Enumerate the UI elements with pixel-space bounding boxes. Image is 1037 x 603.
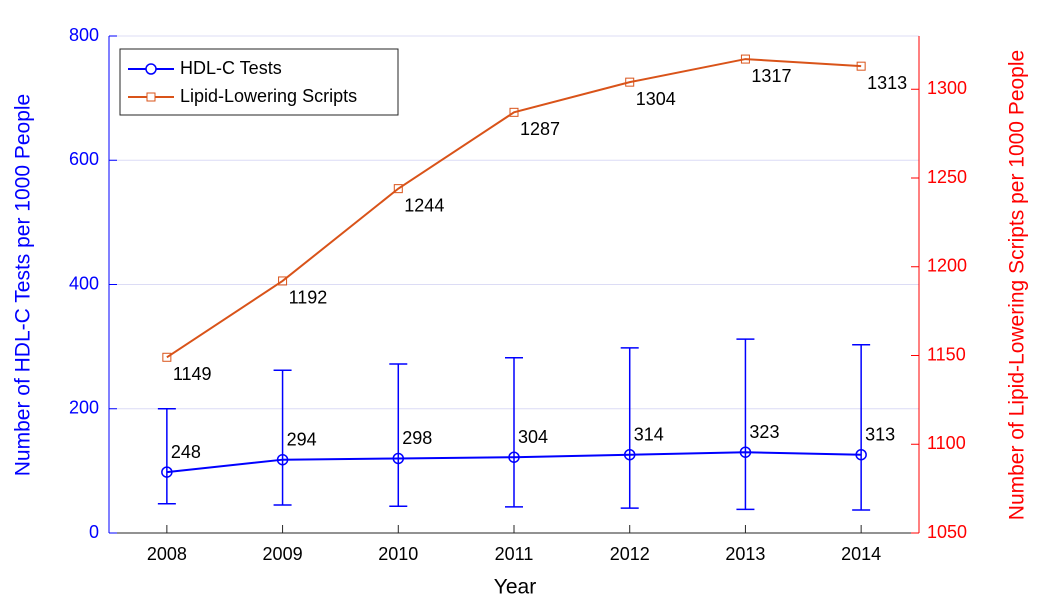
legend-label: HDL-C Tests bbox=[180, 58, 282, 78]
marker bbox=[392, 452, 405, 465]
marker bbox=[739, 446, 752, 458]
legend-marker bbox=[146, 92, 156, 102]
y2-tick-label: 1150 bbox=[927, 344, 966, 364]
data-label: 1192 bbox=[289, 288, 328, 308]
y-tick-label: 0 bbox=[89, 522, 99, 542]
x-tick-label: 2011 bbox=[495, 544, 534, 564]
x-tick-label: 2008 bbox=[147, 544, 187, 564]
marker bbox=[393, 184, 403, 194]
data-label: 1317 bbox=[751, 66, 791, 86]
x-tick-label: 2010 bbox=[378, 544, 418, 564]
series-line bbox=[166, 58, 862, 359]
data-label: 1287 bbox=[520, 119, 560, 139]
x-tick-label: 2014 bbox=[841, 544, 881, 564]
data-label: 314 bbox=[634, 424, 664, 444]
y2-tick-label: 1200 bbox=[927, 256, 967, 276]
data-label: 313 bbox=[865, 424, 895, 444]
marker bbox=[855, 448, 867, 461]
y-axis-label: Number of HDL-C Tests per 1000 People bbox=[12, 94, 35, 476]
y2-tick-label: 1300 bbox=[927, 78, 967, 98]
y2-axis-label: Number of Lipid-Lowering Scripts per 100… bbox=[1006, 50, 1029, 520]
data-label: 298 bbox=[402, 428, 432, 448]
data-label: 248 bbox=[171, 442, 201, 462]
marker bbox=[856, 61, 866, 71]
legend-marker bbox=[145, 63, 157, 75]
marker bbox=[276, 453, 289, 466]
marker bbox=[162, 352, 172, 362]
y2-tick-label: 1250 bbox=[927, 167, 967, 187]
legend-label: Lipid-Lowering Scripts bbox=[180, 86, 357, 106]
data-label: 294 bbox=[287, 429, 317, 449]
marker bbox=[740, 54, 750, 64]
data-label: 1313 bbox=[867, 73, 907, 93]
x-axis-label: Year bbox=[494, 576, 536, 599]
x-tick-label: 2009 bbox=[263, 544, 303, 564]
data-label: 1149 bbox=[173, 364, 212, 384]
data-label: 1244 bbox=[404, 195, 444, 215]
y2-tick-label: 1050 bbox=[927, 522, 967, 542]
marker bbox=[508, 451, 520, 463]
y-tick-label: 800 bbox=[69, 25, 99, 45]
marker bbox=[161, 466, 173, 478]
marker bbox=[623, 448, 636, 461]
marker bbox=[509, 107, 519, 117]
marker bbox=[625, 77, 635, 87]
data-label: 304 bbox=[518, 427, 548, 447]
data-label: 323 bbox=[749, 422, 779, 442]
y-tick-label: 200 bbox=[69, 398, 99, 418]
marker bbox=[278, 276, 288, 286]
data-label: 1304 bbox=[636, 89, 676, 109]
y-tick-label: 400 bbox=[69, 273, 99, 293]
y2-tick-label: 1100 bbox=[927, 433, 966, 453]
legend-box bbox=[119, 48, 399, 116]
y-tick-label: 600 bbox=[69, 149, 99, 169]
x-tick-label: 2013 bbox=[725, 544, 765, 564]
x-tick-label: 2012 bbox=[610, 544, 650, 564]
